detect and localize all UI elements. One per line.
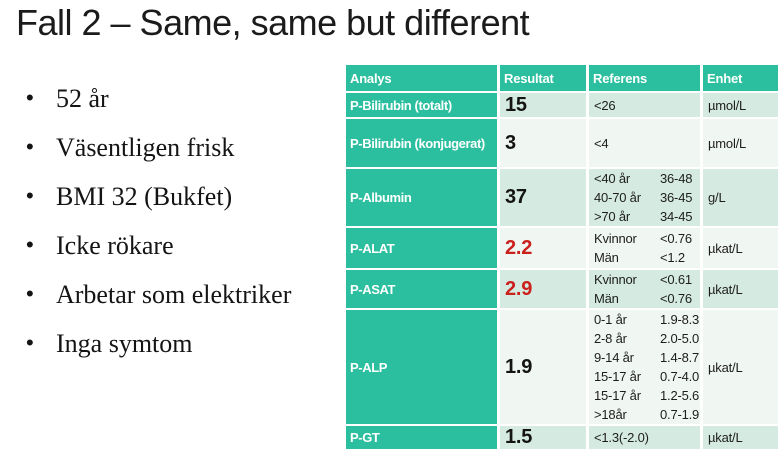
unit-cell: µkat/L (703, 426, 778, 449)
table-row: P-ASAT 2.9 Kvinnor <0.61 Män <0.76 µkat/L (346, 270, 778, 308)
bullet-list: 52 år Väsentligen frisk BMI 32 (Bukfet) … (18, 83, 306, 378)
analyte-cell: P-Bilirubin (totalt) (346, 93, 497, 117)
result-cell: 37 (500, 169, 586, 226)
result-cell: 1.5 (500, 426, 586, 449)
result-cell: 15 (500, 93, 586, 117)
reference-value: 1.4-8.7 (660, 350, 700, 365)
result-cell: 1.9 (500, 310, 586, 424)
reference-value: 1.2-5.6 (660, 388, 700, 403)
analyte-cell: P-ALAT (346, 228, 497, 268)
reference-cell: Kvinnor <0.76 Män <1.2 (589, 228, 700, 268)
reference-value: 34-45 (660, 209, 693, 224)
table-row: P-GT 1.5 <1.3(-2.0) µkat/L (346, 426, 778, 449)
table-row: P-Bilirubin (konjugerat) 3 <4 µmol/L (346, 119, 778, 167)
bullet-item: Inga symtom (18, 328, 306, 359)
reference-label: <40 år (594, 171, 631, 186)
page-title: Fall 2 – Same, same but different (16, 2, 530, 43)
table-row: P-ALP 1.9 0-1 år 1.9-8.3 2-8 år 2.0-5.0 9-… (346, 310, 778, 424)
column-header-analys: Analys (346, 65, 497, 91)
analyte-cell: P-Albumin (346, 169, 497, 226)
result-cell-abnormal: 2.9 (500, 270, 586, 308)
reference-value: 36-48 (660, 171, 693, 186)
reference-label: 15-17 år (594, 388, 641, 403)
reference-value: <0.61 (660, 272, 692, 287)
reference-value: <4 (594, 135, 609, 151)
result-cell: 3 (500, 119, 586, 167)
bullet-item: Väsentligen frisk (18, 132, 306, 163)
reference-value: 1.9-8.3 (660, 312, 700, 327)
reference-cell: <4 (589, 119, 700, 167)
analyte-cell: P-ASAT (346, 270, 497, 308)
column-header-referens: Referens (589, 65, 700, 91)
unit-cell: g/L (703, 169, 778, 226)
lab-results-table: Analys Resultat Referens Enhet P-Bilirub… (343, 63, 781, 451)
reference-label: >70 år (594, 209, 631, 224)
reference-label: 9-14 år (594, 350, 634, 365)
reference-value: <0.76 (660, 231, 692, 246)
unit-cell: µkat/L (703, 228, 778, 268)
bullet-item: Arbetar som elektriker (18, 279, 306, 310)
reference-label: 15-17 år (594, 369, 641, 384)
unit-cell: µmol/L (703, 119, 778, 167)
unit-cell: µkat/L (703, 270, 778, 308)
reference-value: <1.2 (660, 250, 685, 265)
reference-label: Män (594, 250, 619, 265)
reference-value: <26 (594, 97, 616, 113)
table-header-row: Analys Resultat Referens Enhet (346, 65, 778, 91)
table-row: P-ALAT 2.2 Kvinnor <0.76 Män <1.2 µkat/L (346, 228, 778, 268)
reference-cell: <1.3(-2.0) (589, 426, 700, 449)
column-header-resultat: Resultat (500, 65, 586, 91)
reference-label: Kvinnor (594, 231, 637, 246)
reference-label: 40-70 år (594, 190, 641, 205)
reference-label: 2-8 år (594, 331, 627, 346)
table-row: P-Albumin 37 <40 år 36-48 40-70 år 36-45 >… (346, 169, 778, 226)
reference-value: <0.76 (660, 291, 692, 306)
column-header-enhet: Enhet (703, 65, 778, 91)
bullet-item: 52 år (18, 83, 306, 114)
reference-value: 0.7-4.0 (660, 369, 700, 384)
reference-cell: 0-1 år 1.9-8.3 2-8 år 2.0-5.0 9-14 år 1.4-8… (589, 310, 700, 424)
reference-label: 0-1 år (594, 312, 627, 327)
bullet-item: BMI 32 (Bukfet) (18, 181, 306, 212)
reference-label: Män (594, 291, 619, 306)
reference-value: 0.7-1.9 (660, 407, 700, 422)
reference-label: Kvinnor (594, 272, 637, 287)
analyte-cell: P-ALP (346, 310, 497, 424)
reference-cell: <26 (589, 93, 700, 117)
table-row: P-Bilirubin (totalt) 15 <26 µmol/L (346, 93, 778, 117)
result-cell-abnormal: 2.2 (500, 228, 586, 268)
unit-cell: µmol/L (703, 93, 778, 117)
reference-value: <1.3(-2.0) (594, 430, 649, 445)
reference-label: >18år (594, 407, 627, 422)
reference-cell: Kvinnor <0.61 Män <0.76 (589, 270, 700, 308)
analyte-cell: P-Bilirubin (konjugerat) (346, 119, 497, 167)
reference-cell: <40 år 36-48 40-70 år 36-45 >70 år 34-45 (589, 169, 700, 226)
analyte-cell: P-GT (346, 426, 497, 449)
reference-value: 2.0-5.0 (660, 331, 700, 346)
bullet-item: Icke rökare (18, 230, 306, 261)
reference-value: 36-45 (660, 190, 693, 205)
unit-cell: µkat/L (703, 310, 778, 424)
